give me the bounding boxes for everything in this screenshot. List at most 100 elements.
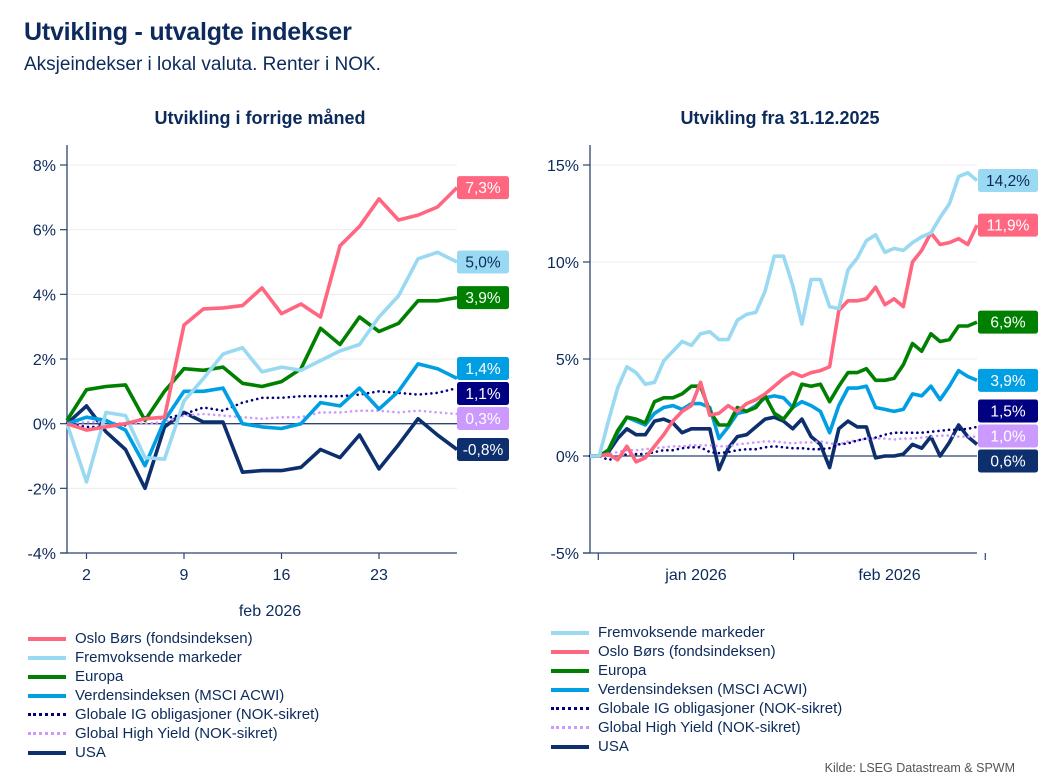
left-legend: Oslo Børs (fondsindeksen) Fremvoksende ma… <box>28 629 319 762</box>
y-tick-label: 0% <box>556 449 579 466</box>
end-label-text: 1,5% <box>990 403 1026 420</box>
end-label-text: 6,9% <box>990 315 1026 332</box>
end-label-text: 11,9% <box>987 218 1030 235</box>
legend-item: Fremvoksende markeder <box>551 623 842 642</box>
legend-swatch <box>28 693 66 698</box>
series-line-oslo-børs-fondsindeksen- <box>590 224 979 464</box>
end-label-box <box>457 176 509 200</box>
left-panel-title: Utvikling i forrige måned <box>154 108 366 128</box>
y-tick-label: -2% <box>28 481 56 498</box>
end-value-label: 6,9% <box>978 310 1038 334</box>
series-line-fremvoksende-markeder <box>65 250 458 484</box>
y-tick-label: 8% <box>33 158 56 175</box>
y-tick-label: 2% <box>33 352 56 369</box>
end-value-label: 1,4% <box>457 356 509 380</box>
legend-label: Verdensindeksen (MSCI ACWI) <box>75 687 285 704</box>
left-chart: -4% -2% 0% 2% 4% 6% 8% 2 9 16 23 feb 2026 7,3% 5,0% 3,… <box>28 145 509 620</box>
legend-swatch <box>28 713 66 716</box>
legend-swatch <box>28 655 66 660</box>
end-value-label: 5,0% <box>457 250 509 274</box>
legend-label: Verdensindeksen (MSCI ACWI) <box>598 681 808 698</box>
legend-swatch <box>28 750 66 755</box>
right-legend: Fremvoksende markeder Oslo Børs (fondsind… <box>551 623 842 756</box>
legend-label: Globale IG obligasjoner (NOK-sikret) <box>598 700 843 717</box>
y-tick-label: 10% <box>547 255 579 272</box>
end-label-box <box>457 381 509 405</box>
legend-label: Global High Yield (NOK-sikret) <box>598 719 801 736</box>
series-line-global-high-yield-nok-sikret- <box>65 409 459 426</box>
legend-item: Europa <box>551 661 842 680</box>
x-tick-label: 9 <box>180 567 189 584</box>
end-label-text: -0,8% <box>463 442 504 459</box>
legend-label: USA <box>75 744 106 761</box>
y-tick-label: 6% <box>33 223 56 240</box>
y-tick-label: -5% <box>551 546 579 563</box>
end-label-text: 3,9% <box>465 290 501 307</box>
legend-item: USA <box>551 737 842 756</box>
end-label-text: 7,3% <box>465 180 501 197</box>
y-tick-label: 5% <box>556 352 579 369</box>
legend-item: Verdensindeksen (MSCI ACWI) <box>28 686 319 705</box>
legend-label: Global High Yield (NOK-sikret) <box>75 725 278 742</box>
end-value-label: 1,1% <box>457 381 509 405</box>
end-label-text: 14,2% <box>986 173 1030 190</box>
x-tick-label: feb 2026 <box>858 567 920 584</box>
chart-subtitle: Aksjeindekser i lokal valuta. Renter i N… <box>24 54 381 75</box>
end-label-box <box>978 399 1038 423</box>
series-line-europa <box>590 320 978 458</box>
end-value-label: 3,9% <box>978 368 1038 392</box>
y-tick-label: 4% <box>33 287 56 304</box>
end-value-label: 0,3% <box>457 406 509 430</box>
series-line-europa <box>65 295 458 423</box>
end-label-box <box>457 438 509 462</box>
end-label-text: 0,3% <box>465 411 501 428</box>
chart-title: Utvikling - utvalgte indekser <box>24 18 352 46</box>
x-tick-label: 23 <box>370 567 388 584</box>
end-label-box <box>978 310 1038 334</box>
series-line-global-high-yield-nok-sikret- <box>588 434 979 458</box>
legend-label: Globale IG obligasjoner (NOK-sikret) <box>75 706 320 723</box>
right-panel-title: Utvikling fra 31.12.2025 <box>680 108 880 128</box>
legend-item: Globale IG obligasjoner (NOK-sikret) <box>28 705 319 724</box>
source-note: Kilde: LSEG Datastream & SPWM <box>824 761 1015 775</box>
series-line-usa <box>65 404 459 491</box>
y-tick-label: -4% <box>28 546 56 563</box>
end-value-label: 7,3% <box>457 176 509 200</box>
end-value-label: 1,0% <box>978 424 1038 448</box>
legend-swatch <box>551 707 589 710</box>
legend-swatch <box>28 674 66 679</box>
y-tick-label: 15% <box>547 158 579 175</box>
legend-item: Global High Yield (NOK-sikret) <box>551 718 842 737</box>
series-line-globale-ig-obligasjoner-nok-sikret- <box>65 386 459 429</box>
legend-item: USA <box>28 743 319 762</box>
legend-swatch <box>551 726 589 729</box>
end-label-box <box>978 213 1038 237</box>
end-label-text: 5,0% <box>465 255 501 272</box>
end-label-text: 1,0% <box>990 428 1026 445</box>
legend-swatch <box>551 687 589 692</box>
series-line-verdensindeksen-msci-acwi- <box>66 362 458 468</box>
end-label-box <box>457 406 509 430</box>
legend-label: USA <box>598 738 629 755</box>
legend-swatch <box>28 636 66 641</box>
legend-label: Oslo Børs (fondsindeksen) <box>598 643 776 660</box>
y-tick-label: 0% <box>33 417 56 434</box>
series-line-fremvoksende-markeder <box>590 171 979 458</box>
x-tick-label: jan 2026 <box>664 567 726 584</box>
end-label-text: 0,6% <box>990 453 1026 470</box>
end-label-box <box>457 250 509 274</box>
legend-label: Fremvoksende markeder <box>75 649 242 666</box>
x-tick-label: 16 <box>273 567 291 584</box>
legend-swatch <box>551 744 589 749</box>
legend-label: Oslo Børs (fondsindeksen) <box>75 630 253 647</box>
legend-item: Fremvoksende markeder <box>28 648 319 667</box>
end-label-box <box>457 356 509 380</box>
end-value-label: 3,9% <box>457 286 509 310</box>
legend-swatch <box>28 732 66 735</box>
legend-item: Verdensindeksen (MSCI ACWI) <box>551 680 842 699</box>
legend-label: Fremvoksende markeder <box>598 624 765 641</box>
series-line-oslo-børs-fondsindeksen- <box>66 186 459 432</box>
legend-swatch <box>551 668 589 673</box>
x-tick-label: 2 <box>82 567 91 584</box>
